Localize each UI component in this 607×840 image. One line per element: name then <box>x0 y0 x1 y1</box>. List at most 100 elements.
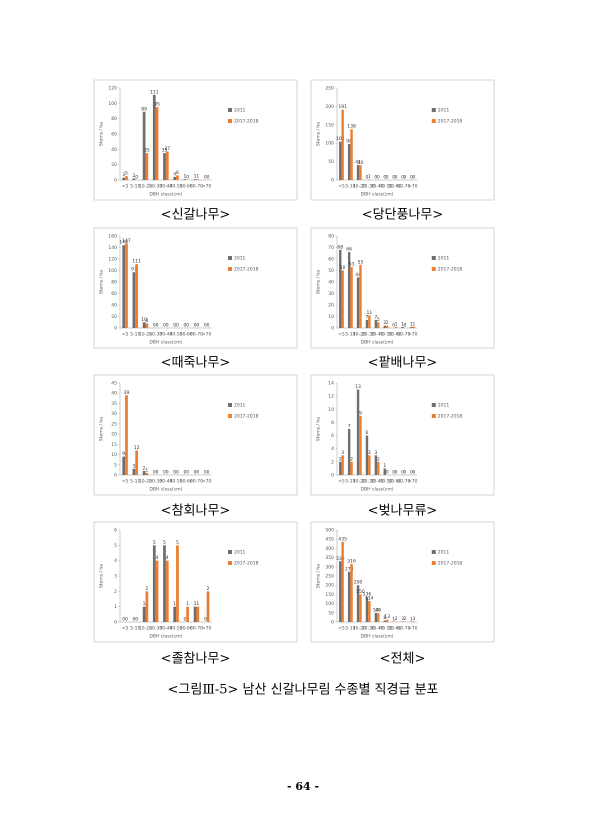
bar <box>135 264 139 328</box>
legend-label: 2017-2018 <box>234 561 259 567</box>
x-tick-label: 30-40 <box>159 626 172 632</box>
y-tick-label: 0 <box>331 178 334 184</box>
figure-caption: <그림Ⅲ-5> 남산 신갈나무림 수종별 직경급 분포 <box>168 683 439 698</box>
legend-swatch <box>227 267 232 271</box>
data-label: 0 <box>410 470 413 476</box>
data-label: 13 <box>384 614 390 620</box>
bar <box>365 435 369 475</box>
data-label: 0 <box>401 470 404 476</box>
data-label: 1 <box>145 467 148 473</box>
y-tick-label: 25 <box>111 421 117 427</box>
y-tick-label: 0 <box>331 473 334 479</box>
chart-caption: <졸참나무> <box>161 652 231 667</box>
data-label: 4 <box>156 555 159 561</box>
legend-label: 2017-2018 <box>234 414 259 420</box>
data-label: 40 <box>358 160 364 166</box>
bar <box>132 468 136 475</box>
bar <box>186 606 190 622</box>
y-tick-label: 2 <box>331 459 334 465</box>
x-tick-label: 5-10 <box>345 184 355 190</box>
bar <box>339 141 342 180</box>
data-label: 0 <box>404 323 407 329</box>
data-label: 0 <box>176 323 179 329</box>
legend-swatch <box>227 256 232 260</box>
y-tick-label: 0 <box>114 178 117 184</box>
y-tick-label: 200 <box>325 583 334 589</box>
bar <box>347 143 351 180</box>
data-label: 8 <box>145 318 148 324</box>
x-tick-label: >70 <box>202 184 212 190</box>
x-tick-label: 10-20 <box>353 479 366 485</box>
data-label: 89 <box>141 106 147 112</box>
legend-swatch <box>431 256 436 260</box>
data-label: 0 <box>377 175 380 181</box>
data-label: 0 <box>374 175 377 181</box>
bar <box>368 315 371 328</box>
x-tick-label: 40-50 <box>170 332 183 338</box>
data-label: 0 <box>176 470 179 476</box>
bar <box>152 94 156 180</box>
x-tick-label: 5-10 <box>130 626 140 632</box>
data-label: 7 <box>374 314 377 320</box>
x-tick-label: 50-60 <box>180 332 193 338</box>
bar <box>359 415 362 475</box>
data-label: 5 <box>176 540 179 546</box>
bar <box>359 594 362 622</box>
data-label: 0 <box>166 323 169 329</box>
data-label: 95 <box>154 102 160 108</box>
legend-swatch <box>431 550 436 554</box>
legend-label: 2017-2018 <box>234 119 259 125</box>
y-tick-label: 140 <box>108 245 117 251</box>
y-axis-label: Stems / ha <box>316 122 322 146</box>
y-tick-label: 6 <box>114 528 117 534</box>
chart-caption: <당단풍나무> <box>362 208 444 223</box>
data-label: 0 <box>207 470 210 476</box>
data-label: 5 <box>377 317 380 323</box>
data-label: 1 <box>368 174 371 180</box>
data-label: 2 <box>383 320 386 326</box>
x-tick-label: 40-50 <box>170 479 183 485</box>
x-tick-label: 20-30 <box>362 332 375 338</box>
legend-label: 2011 <box>438 256 450 262</box>
bar <box>142 111 146 180</box>
x-tick-label: 50-60 <box>388 184 401 190</box>
y-tick-label: 10 <box>111 452 117 458</box>
bar <box>206 591 210 622</box>
data-label: 55 <box>358 259 364 265</box>
data-label: 0 <box>386 175 389 181</box>
y-tick-label: 250 <box>325 86 334 92</box>
data-label: 44 <box>355 272 361 278</box>
y-tick-label: 250 <box>325 574 334 580</box>
data-label: 7 <box>348 424 351 430</box>
y-tick-label: 20 <box>111 314 117 320</box>
x-tick-label: 5-10 <box>130 332 140 338</box>
legend-swatch <box>227 550 232 554</box>
data-label: 1 <box>183 174 186 180</box>
x-tick-label: 10-20 <box>353 626 366 632</box>
x-tick-label: 40-50 <box>379 626 392 632</box>
legend-label: 2017-2018 <box>234 267 259 273</box>
data-label: 0 <box>153 323 156 329</box>
legend-label: 2011 <box>234 550 246 556</box>
bar <box>165 560 169 622</box>
bar <box>135 450 139 475</box>
x-tick-label: 20-30 <box>149 184 162 190</box>
y-tick-label: 80 <box>111 116 117 122</box>
y-tick-label: 0 <box>114 473 117 479</box>
bar <box>165 151 169 180</box>
data-label: 5 <box>125 171 128 177</box>
y-axis-label: Stems / ha <box>99 564 105 588</box>
x-tick-label: 60-70 <box>190 184 203 190</box>
y-tick-label: 500 <box>325 528 334 534</box>
data-label: 0 <box>204 175 207 181</box>
y-tick-label: 45 <box>111 381 117 387</box>
legend-label: 2011 <box>234 108 246 114</box>
y-tick-label: 40 <box>328 280 334 286</box>
x-tick-label: <5 <box>122 184 129 190</box>
data-label: 1 <box>196 601 199 607</box>
data-label: 147 <box>122 238 131 244</box>
x-tick-label: 5-10 <box>130 479 140 485</box>
bar <box>347 571 351 622</box>
chart-caption: <신갈나무> <box>161 208 231 223</box>
